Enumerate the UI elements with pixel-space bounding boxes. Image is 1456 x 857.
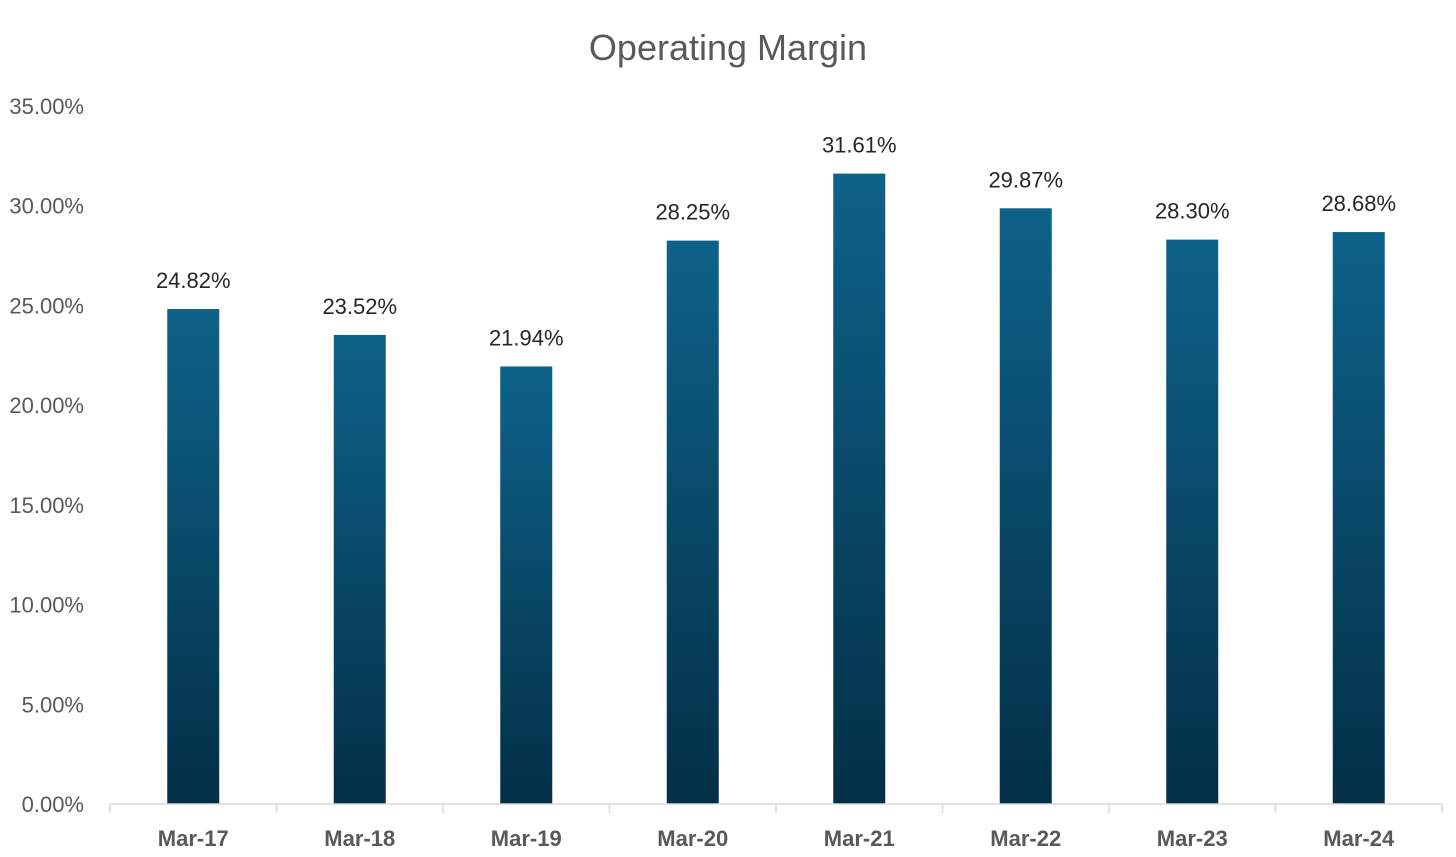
x-tick-label: Mar-22 [990, 826, 1061, 851]
data-label: 28.68% [1321, 191, 1396, 216]
data-labels-group: 24.82% 23.52% 21.94% 28.25% 31.61% 29.87% 28.3… [156, 133, 1396, 351]
y-tick-label: 35.00% [9, 94, 84, 119]
bar-mar-18 [333, 334, 386, 804]
bar-mar-20 [666, 240, 719, 805]
x-tick-label: Mar-19 [491, 826, 562, 851]
y-tick-label: 25.00% [9, 293, 84, 318]
y-tick-label: 10.00% [9, 593, 84, 618]
bars-group [167, 173, 1385, 805]
data-label: 21.94% [489, 325, 564, 350]
x-tick-label: Mar-21 [824, 826, 895, 851]
x-tick-label: Mar-17 [158, 826, 229, 851]
x-tick-label: Mar-23 [1157, 826, 1228, 851]
y-tick-label: 5.00% [22, 692, 84, 717]
data-label: 23.52% [322, 294, 397, 319]
chart-title: Operating Margin [589, 27, 867, 68]
x-tick-label: Mar-18 [324, 826, 395, 851]
x-axis-tick-marks [109, 804, 1443, 813]
x-tick-label: Mar-24 [1323, 826, 1395, 851]
x-axis-labels: Mar-17 Mar-18 Mar-19 Mar-20 Mar-21 Mar-22 Mar-… [158, 826, 1395, 851]
data-label: 24.82% [156, 268, 231, 293]
x-tick-label: Mar-20 [657, 826, 728, 851]
data-label: 28.25% [655, 200, 730, 225]
y-tick-label: 0.00% [22, 792, 84, 817]
data-label: 31.61% [822, 133, 897, 158]
bar-mar-24 [1332, 232, 1385, 804]
bar-mar-21 [833, 173, 886, 804]
data-label: 29.87% [988, 167, 1063, 192]
y-tick-label: 15.00% [9, 493, 84, 518]
bar-mar-17 [167, 309, 220, 804]
y-tick-label: 20.00% [9, 393, 84, 418]
y-axis-ticks: 0.00% 5.00% 10.00% 15.00% 20.00% 25.00% 30.00%… [9, 94, 84, 817]
bar-mar-23 [1166, 239, 1219, 805]
bar-mar-22 [999, 208, 1052, 804]
bar-mar-19 [500, 366, 553, 804]
y-tick-label: 30.00% [9, 194, 84, 219]
data-label: 28.30% [1155, 199, 1230, 224]
